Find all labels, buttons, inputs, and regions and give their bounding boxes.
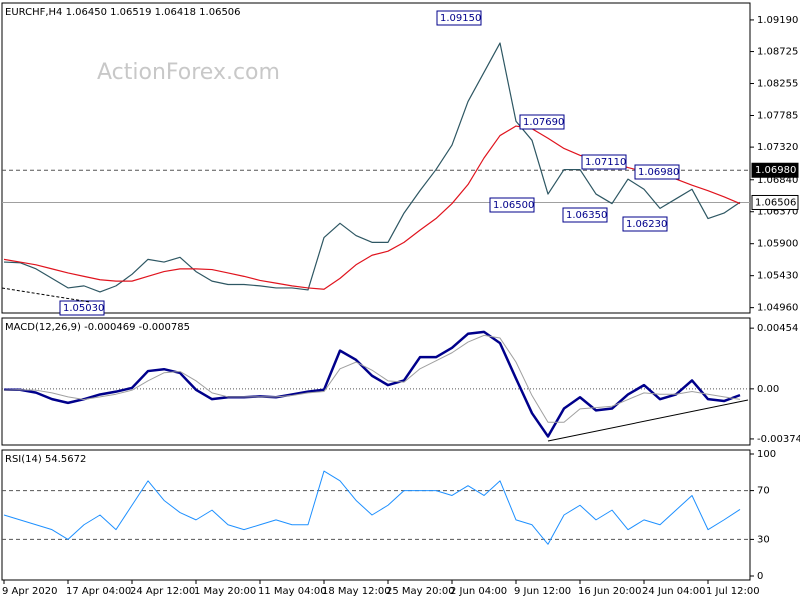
level-label: 1.06980 (755, 165, 796, 176)
y-tick-label: 30 (757, 534, 770, 545)
price-label: 1.07690 (523, 117, 564, 128)
price-label-box (562, 207, 608, 223)
panel-title: RSI(14) 54.5672 (5, 454, 86, 465)
panel-frame (1, 449, 751, 581)
y-tick-label: 0.00 (757, 384, 779, 395)
price-label: 1.06350 (566, 210, 607, 221)
y-tick-label: 1.06370 (757, 207, 798, 218)
y-tick-label: 0.00454 (757, 323, 798, 334)
x-tick-label: 24 Apr 12:00 (130, 586, 195, 597)
level-label: 1.06506 (755, 197, 796, 208)
panel-frame (1, 317, 751, 446)
x-tick-label: 16 Jun 20:00 (578, 586, 642, 597)
level-label-box (751, 162, 799, 178)
y-tick-label: 100 (757, 449, 776, 460)
price-label: 1.07110 (585, 157, 626, 168)
price-label-box (519, 114, 565, 130)
price-label-box (489, 197, 535, 213)
x-tick-label: 25 May 20:00 (386, 586, 455, 597)
y-tick-label: 0 (757, 571, 763, 582)
level-label-box (751, 194, 799, 210)
y-tick-label: 1.05430 (757, 271, 798, 282)
y-tick-label: 1.09190 (757, 15, 798, 26)
series-line (3, 42, 741, 293)
x-tick-label: 2 Jun 04:00 (450, 586, 507, 597)
x-tick-label: 24 Jun 04:00 (642, 586, 706, 597)
watermark: ActionForex.com (97, 60, 280, 85)
x-tick-label: 17 Apr 04:00 (66, 586, 131, 597)
x-tick-label: 1 Jul 12:00 (706, 586, 760, 597)
y-tick-label: 1.06840 (757, 175, 798, 186)
y-tick-label: 1.08255 (757, 79, 798, 90)
series-line (3, 470, 741, 545)
x-tick-label: 1 May 20:00 (194, 586, 256, 597)
price-label: 1.06230 (626, 219, 667, 230)
price-label-box (436, 10, 482, 26)
y-tick-label: 70 (757, 486, 770, 497)
panel-title: MACD(12,26,9) -0.000469 -0.000785 (5, 322, 190, 333)
panel-frame (1, 2, 751, 314)
series-line (3, 334, 741, 423)
y-tick-label: 1.07785 (757, 110, 798, 121)
trend-line (547, 399, 749, 442)
price-label: 1.06980 (638, 167, 679, 178)
x-tick-label: 9 Jun 12:00 (514, 586, 571, 597)
panel-title: EURCHF,H4 1.06450 1.06519 1.06418 1.0650… (5, 7, 241, 18)
x-tick-label: 11 May 04:00 (258, 586, 327, 597)
y-tick-label: 1.07320 (757, 142, 798, 153)
x-tick-label: 9 Apr 2020 (2, 586, 57, 597)
price-label-box (634, 164, 680, 180)
y-tick-label: 1.05900 (757, 239, 798, 250)
price-label-box (622, 216, 668, 232)
price-label: 1.06500 (493, 200, 534, 211)
price-label: 1.09150 (440, 13, 481, 24)
x-tick-label: 18 May 12:00 (322, 586, 391, 597)
y-tick-label: -0.003745 (757, 434, 800, 445)
price-label-box (581, 154, 627, 170)
y-tick-label: 1.04960 (757, 303, 798, 314)
y-tick-label: 1.08725 (757, 47, 798, 58)
price-label: 1.05030 (63, 303, 104, 314)
